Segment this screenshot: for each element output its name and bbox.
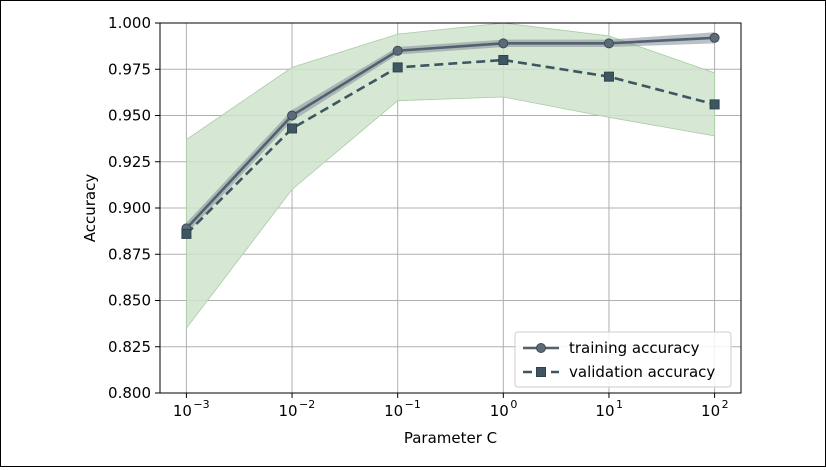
y-tick-label: 0.900 <box>108 199 151 217</box>
training-point <box>392 45 403 56</box>
y-tick-label: 0.825 <box>108 338 151 356</box>
x-tick-exponent: −3 <box>193 398 209 411</box>
x-tick-exponent: 1 <box>616 398 623 411</box>
x-tick-label: 10 <box>595 402 614 420</box>
training-point <box>498 38 509 49</box>
legend-box <box>514 331 732 388</box>
validation-point <box>181 228 192 239</box>
y-tick-label: 0.875 <box>108 245 151 263</box>
x-tick-label: 10 <box>278 402 297 420</box>
validation-point <box>498 55 509 65</box>
legend: training accuracy validation accuracy <box>514 331 732 388</box>
legend-label-validation: validation accuracy <box>569 363 715 381</box>
x-tick-exponent: −2 <box>299 398 315 411</box>
y-tick-label: 0.975 <box>108 60 151 78</box>
legend-marker-validation <box>536 367 546 377</box>
x-axis-ticks: 10 −3 10 −2 10 −1 10 0 10 1 10 2 <box>173 393 729 420</box>
training-point <box>287 110 298 121</box>
y-tick-label: 0.950 <box>108 107 151 125</box>
x-tick-exponent: 2 <box>722 398 729 411</box>
y-tick-label: 0.850 <box>108 292 151 310</box>
training-point <box>709 32 720 43</box>
training-point <box>603 38 614 49</box>
legend-entry-training: training accuracy <box>523 339 700 357</box>
y-axis-ticks: 0.800 0.825 0.850 0.875 0.900 0.925 0.950 0.975… <box>108 14 160 402</box>
y-tick-label: 0.800 <box>108 384 151 402</box>
y-axis-label: Accuracy <box>81 174 99 243</box>
x-tick-label: 10 <box>701 402 720 420</box>
x-axis-label: Parameter C <box>404 429 497 447</box>
x-tick-label: 10 <box>384 402 403 420</box>
x-tick-label: 10 <box>173 402 192 420</box>
legend-marker-training <box>536 343 546 353</box>
y-tick-label: 0.925 <box>108 153 151 171</box>
x-tick-label: 10 <box>490 402 509 420</box>
validation-point <box>603 71 614 82</box>
validation-point <box>392 62 403 73</box>
x-tick-exponent: −1 <box>405 398 421 411</box>
validation-point <box>287 123 298 134</box>
legend-label-training: training accuracy <box>569 339 700 357</box>
y-tick-label: 1.000 <box>108 14 151 32</box>
series-lines <box>181 32 720 239</box>
training-line <box>185 36 715 230</box>
validation-point <box>709 99 720 110</box>
legend-entry-validation: validation accuracy <box>523 363 715 381</box>
validation-line <box>185 58 715 235</box>
x-tick-exponent: 0 <box>510 398 517 411</box>
